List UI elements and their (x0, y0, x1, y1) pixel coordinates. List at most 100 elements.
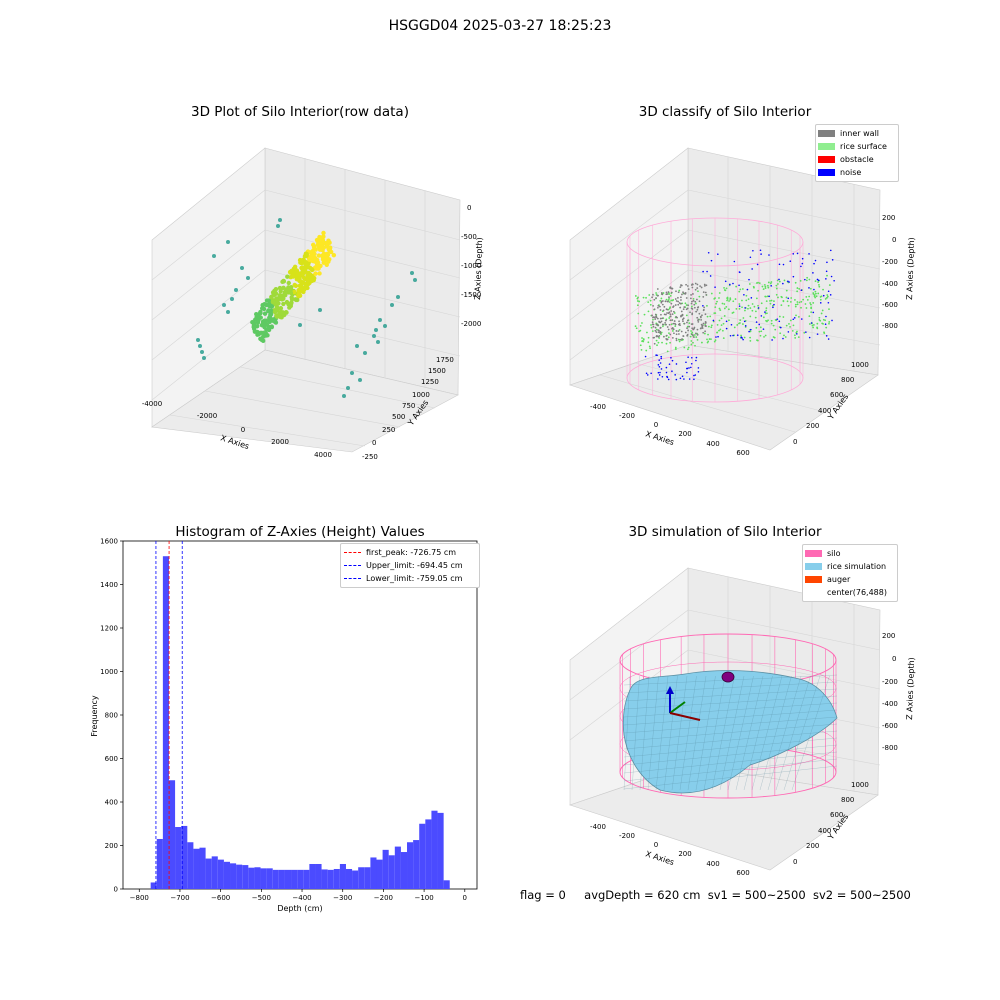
inner-wall-point (666, 326, 669, 328)
inner-wall-point (687, 329, 689, 332)
y-tick: 0 (793, 858, 797, 866)
noise-point (732, 334, 734, 337)
rice-surface-point (745, 294, 748, 297)
outlier-point (413, 278, 417, 282)
rice-surface-point (669, 294, 672, 297)
inner-wall-point (663, 335, 665, 338)
rice-surface-point (738, 308, 741, 310)
inner-wall-point (704, 322, 707, 325)
inner-wall-point (651, 296, 653, 299)
rice-surface-point (821, 322, 824, 325)
noise-point (760, 253, 762, 255)
noise-point (800, 265, 802, 268)
inner-wall-point (660, 313, 662, 316)
outlier-point (346, 386, 350, 390)
outlier-point (383, 324, 387, 328)
noise-point (759, 249, 762, 252)
mesh-line (647, 675, 659, 791)
rice-surface-point (785, 324, 788, 327)
inner-wall-point (703, 285, 706, 287)
noise-point (725, 320, 728, 323)
mesh-line (623, 681, 838, 694)
rice-surface-point (796, 301, 799, 303)
noise-point (702, 304, 704, 307)
inner-wall-point (686, 285, 689, 287)
rice-surface-point (828, 322, 830, 325)
rice-surface-point (747, 304, 750, 307)
noise-point (825, 278, 827, 280)
data-point (276, 314, 282, 319)
rice-surface-point (637, 312, 640, 315)
inner-wall-point (691, 333, 693, 336)
inner-wall-point (685, 283, 687, 286)
rice-surface-point (742, 323, 744, 325)
histogram-bar (150, 882, 157, 889)
noise-point (650, 372, 652, 375)
panel2-chart: -400 -200 0 200 400 600 0 200 400 600 80… (569, 147, 916, 457)
rice-surface-point (828, 308, 830, 311)
inner-wall-point (671, 319, 674, 321)
inner-wall-point (679, 324, 681, 327)
rice-surface-point (722, 337, 725, 340)
inner-wall-point (662, 309, 665, 312)
rice-surface-point (812, 293, 815, 295)
inner-wall-point (680, 330, 683, 333)
histogram-bar (168, 780, 176, 889)
data-point (311, 245, 317, 250)
inner-wall-point (686, 327, 688, 330)
inner-wall-point (659, 317, 662, 320)
rice-surface-point (775, 284, 778, 287)
legend-label: silo (827, 549, 841, 558)
data-point (270, 299, 276, 305)
histogram-bar (309, 863, 316, 889)
panel1-title: 3D Plot of Silo Interior(row data) (191, 104, 409, 120)
inner-wall-point (654, 329, 657, 332)
noise-point (825, 315, 827, 318)
rice-surface-point (766, 312, 768, 315)
rice-surface-point (800, 300, 803, 303)
inner-wall-point (697, 320, 700, 323)
histogram-bar (364, 867, 371, 889)
rice-surface-point (738, 303, 741, 305)
noise-point (688, 367, 690, 369)
data-point (297, 276, 302, 281)
rice-surface-point (776, 283, 779, 285)
noise-point (750, 328, 752, 331)
noise-point (733, 260, 736, 263)
inner-wall-point (655, 315, 658, 318)
inner-wall-point (672, 328, 675, 331)
inner-wall-point (696, 333, 699, 336)
data-point (296, 288, 301, 293)
z-tick: -1000 (461, 262, 481, 270)
noise-point (729, 334, 732, 337)
rice-surface-point (747, 307, 749, 310)
legend-label: rice simulation (827, 562, 887, 571)
rice-surface-point (643, 313, 646, 316)
data-point (306, 275, 312, 280)
rice-surface-point (690, 340, 693, 342)
rice-surface-point (741, 306, 743, 309)
inner-wall-point (674, 322, 676, 325)
inner-wall-point (663, 313, 666, 316)
rice-surface-point (796, 303, 799, 306)
data-point (316, 253, 322, 258)
noise-point (688, 378, 691, 380)
rice-surface-point (803, 331, 806, 334)
noise-point (742, 338, 744, 341)
rice-surface-point (703, 332, 706, 335)
rice-surface-point (656, 344, 658, 347)
data-point (327, 248, 333, 253)
rice-surface-point (767, 319, 769, 322)
rice-surface-point (818, 316, 821, 319)
noise-point (755, 321, 758, 323)
rice-surface-point (825, 326, 828, 329)
noise-point (743, 293, 745, 296)
z-tick: -500 (461, 233, 477, 241)
sv2-text: sv2 = 500~2500 (812, 888, 911, 902)
rice-surface-point (761, 285, 764, 288)
rice-surface-point (684, 302, 687, 305)
inner-wall-point (657, 294, 659, 297)
inner-wall-point (703, 283, 706, 286)
rice-surface-point (812, 302, 815, 304)
rice-surface-point (816, 322, 819, 325)
